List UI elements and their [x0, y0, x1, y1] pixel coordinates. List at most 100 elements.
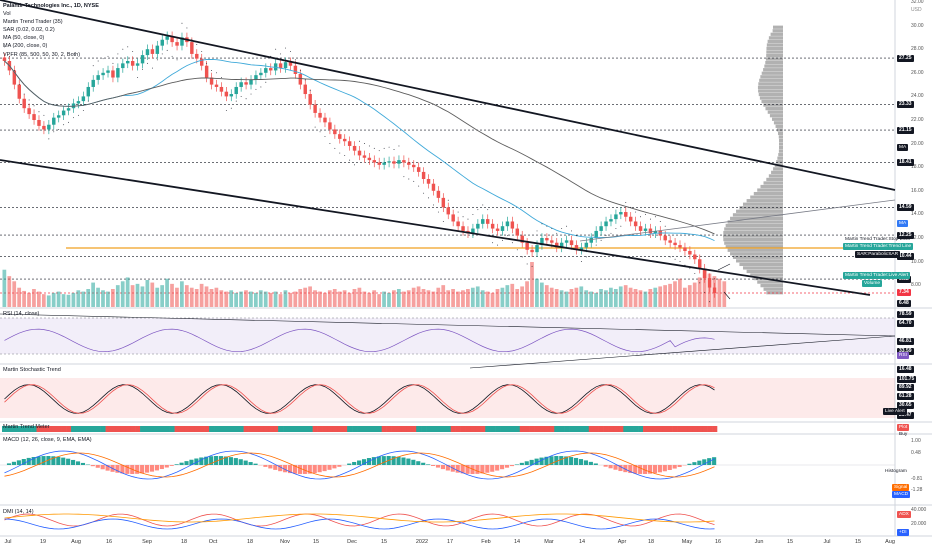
volume-bar: [165, 278, 169, 307]
rsi-pane-label[interactable]: RSI (14, close): [3, 311, 40, 317]
volume-bar: [446, 290, 451, 307]
indicator-tag: Martin Trend Trader:Stop Loss: [845, 237, 910, 242]
macd-histogram-bar: [638, 465, 643, 474]
candle-body: [308, 94, 312, 105]
macd-histogram-bar: [145, 465, 150, 473]
candle-body: [121, 63, 125, 69]
volume-profile-bar: [757, 188, 783, 192]
trend-meter-cell: [628, 426, 634, 432]
sar-dot: [477, 209, 479, 211]
time-axis-tick: Aug: [885, 539, 895, 545]
legend-line[interactable]: SAR (0.02, 0.02, 0.2): [3, 27, 55, 34]
time-axis-tick: 14: [578, 539, 586, 545]
sar-dot: [492, 242, 494, 244]
price-axis-tick: 28.00: [911, 46, 924, 53]
price-axis-tick: 16.00: [911, 187, 924, 194]
volume-bar: [500, 287, 505, 307]
sar-dot: [561, 228, 563, 230]
volume-bar: [283, 290, 288, 307]
stoch-pane-label[interactable]: Martin Stochastic Trend: [3, 367, 61, 373]
volume-profile-bar: [773, 121, 783, 125]
volume-bar: [539, 282, 544, 307]
macd-pane-label[interactable]: MACD (12, 26, close, 9, EMA, EMA): [3, 437, 92, 443]
candle-body: [37, 120, 41, 126]
volume-bar: [525, 281, 529, 307]
sar-dot: [339, 152, 341, 154]
volume-bar: [623, 285, 628, 307]
candle-body: [195, 53, 199, 59]
meter-pane-label[interactable]: Martin Trend Meter: [3, 424, 50, 430]
candle-body: [269, 68, 273, 71]
sar-dot: [132, 51, 134, 53]
volume-bar: [352, 289, 357, 307]
sar-dot: [536, 230, 538, 232]
time-axis-tick: 16: [714, 539, 722, 545]
sar-dot: [615, 228, 617, 230]
trend-meter-cell: [75, 426, 82, 432]
volume-bar: [687, 285, 692, 307]
sar-dot: [137, 77, 139, 78]
macd-histogram-bar: [578, 459, 584, 465]
legend-line[interactable]: Vol: [3, 11, 11, 18]
candle-body: [579, 247, 584, 250]
macd-histogram-bar: [51, 456, 56, 465]
candle-body: [441, 197, 446, 208]
macd-histogram-bar: [209, 456, 214, 465]
sar-dot: [186, 27, 188, 29]
volume-bar: [189, 287, 194, 307]
sar-dot: [235, 100, 237, 102]
macd-histogram-bar: [490, 465, 495, 472]
legend-line[interactable]: MA (50, close, 0): [3, 35, 45, 42]
rsi-axis-tag: 33.59: [897, 348, 914, 355]
macd-histogram-bar: [667, 465, 672, 470]
trend-meter-cell: [514, 426, 521, 432]
trend-meter-cell: [371, 426, 378, 432]
sar-dot: [610, 232, 612, 234]
macd-histogram-bar: [100, 465, 105, 470]
volume-profile-bar: [750, 273, 783, 277]
volume-bar: [303, 287, 308, 307]
volume-bar: [263, 291, 268, 307]
trend-meter-cell: [66, 426, 72, 432]
trend-meter-cell: [692, 426, 698, 432]
sar-dot: [324, 136, 326, 137]
trend-meter-cell: [460, 426, 466, 432]
candle-body: [352, 145, 357, 151]
legend-line[interactable]: Martin Trend Trader (35): [3, 19, 63, 26]
candle-body: [688, 250, 692, 255]
volume-bar: [411, 287, 416, 307]
sar-dot: [260, 86, 262, 88]
candle-body: [224, 91, 229, 97]
candle-body: [111, 70, 115, 78]
grid-lines: [0, 0, 932, 537]
sar-dot: [161, 53, 163, 55]
rsi-support-line: [469, 335, 896, 369]
volume-bar: [41, 294, 46, 307]
trend-meter-cell: [544, 426, 550, 432]
trend-meter-cell: [347, 426, 353, 432]
time-axis-tick: 17: [446, 539, 454, 545]
volume-bar: [416, 286, 421, 307]
trend-meter-cell: [322, 426, 328, 432]
candle-body: [707, 278, 712, 288]
volume-bar: [125, 277, 130, 307]
volume-bar: [332, 289, 337, 307]
candle-body: [259, 72, 263, 76]
volume-bar: [367, 292, 372, 307]
dmi-pane-label[interactable]: DMI (14, 14): [3, 509, 34, 515]
legend-line[interactable]: VPFR (85, 500, 50, 30, 2, Both): [3, 51, 81, 58]
volume-bar: [239, 291, 243, 307]
trend-meter-cell: [253, 426, 259, 432]
candle-body: [678, 245, 682, 248]
legend-line[interactable]: MA (200, close, 0): [3, 43, 48, 50]
rsi-axis-tag: 46.81: [897, 338, 914, 345]
volume-profile-bar: [724, 241, 783, 245]
sar-dot: [502, 239, 503, 241]
volume-bar: [66, 294, 71, 307]
macd-histogram-bar: [361, 459, 367, 465]
price-tag: 23.33: [897, 100, 914, 108]
candle-body: [412, 164, 416, 168]
trend-meter-cell: [194, 426, 200, 432]
macd-histogram-bar: [233, 458, 238, 465]
